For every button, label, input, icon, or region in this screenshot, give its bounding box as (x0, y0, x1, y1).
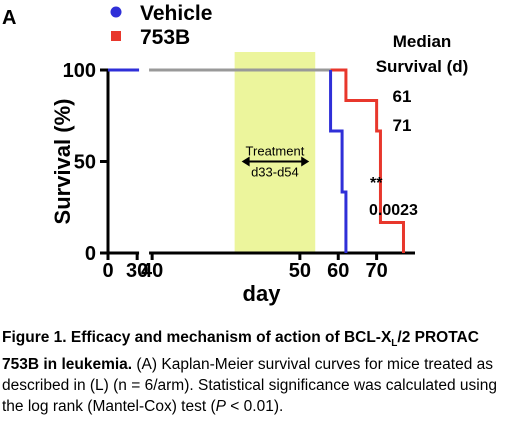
p-value-label: 0.0023 (369, 202, 418, 219)
caption-p-symbol: P (215, 398, 226, 416)
treatment-days-label: d33-d54 (251, 165, 299, 180)
x-tick-label: 40 (141, 260, 163, 282)
y-tick-label: 100 (63, 60, 96, 82)
x-tick-label: 60 (327, 260, 349, 282)
legend-label-vehicle: Vehicle (140, 2, 212, 25)
y-tick-label: 0 (85, 243, 96, 265)
caption-body: (A) Kaplan-Meier survival curves for mic… (2, 356, 497, 416)
significance-stars: ** (370, 175, 383, 192)
y-axis-label: Survival (%) (50, 99, 75, 225)
curve-753b (330, 68, 405, 253)
x-axis-label: day (243, 281, 282, 306)
treatment-window (234, 52, 316, 253)
caption-title: Figure 1. Efficacy and mechanism of acti… (2, 329, 479, 374)
median-header: Median (393, 32, 452, 51)
legend-marker-753b (111, 31, 121, 41)
treatment-arrow-head-right (301, 156, 310, 167)
x-tick-label: 50 (289, 260, 311, 282)
x-tick-label: 0 (102, 260, 113, 282)
figure-caption: Figure 1. Efficacy and mechanism of acti… (2, 327, 516, 417)
median-value-vehicle: 61 (393, 87, 412, 106)
legend-marker-vehicle (110, 6, 122, 18)
panel-label: A (2, 7, 16, 29)
curve-vehicle (329, 70, 348, 253)
median-header-unit: Survival (d) (376, 57, 469, 76)
legend-label-753b: 753B (140, 26, 190, 49)
caption-body-end: < 0.01). (225, 398, 284, 416)
treatment-arrow-head-left (241, 156, 250, 167)
x-tick-label: 70 (366, 260, 388, 282)
x-axis-break-gap (140, 247, 149, 259)
treatment-label: Treatment (246, 144, 305, 159)
x-tick-label: 30 (126, 260, 148, 282)
median-value-753b: 71 (393, 116, 412, 135)
y-tick-label: 50 (74, 152, 96, 174)
